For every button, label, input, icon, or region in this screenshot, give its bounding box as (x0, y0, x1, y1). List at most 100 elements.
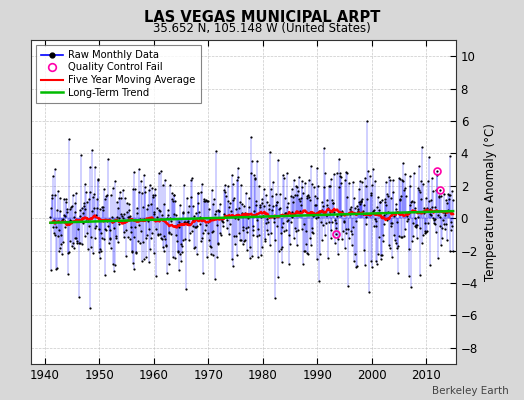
Point (370, 216, 379, 222)
Point (311, 202, 319, 208)
Point (311, 193, 319, 200)
Point (373, 204, 381, 210)
Point (288, 214, 297, 220)
Point (114, 215, 123, 221)
Point (443, 200, 452, 206)
Point (368, 182, 376, 188)
Point (436, 223, 444, 229)
Point (382, 210, 390, 216)
Point (102, 193, 110, 200)
Point (446, 248, 455, 254)
Point (409, 170, 418, 177)
Point (285, 232, 293, 238)
Point (159, 248, 168, 254)
Point (233, 251, 241, 258)
Point (420, 220, 429, 226)
Point (347, 228, 355, 235)
Point (336, 174, 345, 180)
Point (302, 228, 310, 234)
Point (315, 208, 323, 215)
Point (215, 208, 223, 214)
Point (318, 207, 326, 214)
Point (121, 217, 129, 224)
Point (360, 202, 368, 209)
Point (384, 193, 392, 199)
Point (362, 221, 370, 227)
Point (101, 225, 110, 232)
Point (302, 193, 311, 200)
Point (379, 211, 388, 218)
Point (308, 225, 316, 231)
Point (137, 228, 145, 234)
Point (301, 241, 310, 247)
Point (323, 202, 331, 208)
Point (449, 196, 457, 203)
Point (52, 266, 60, 272)
Point (439, 217, 447, 224)
Point (155, 207, 163, 214)
Point (336, 173, 344, 180)
Point (185, 203, 193, 209)
Point (111, 178, 119, 184)
Point (133, 205, 141, 212)
Point (56, 245, 64, 252)
Point (365, 210, 374, 217)
Point (328, 227, 336, 233)
Point (60, 196, 68, 202)
Point (208, 228, 216, 235)
Point (97, 235, 106, 241)
Point (181, 236, 190, 242)
Point (234, 174, 242, 180)
Point (172, 211, 180, 218)
Point (52, 207, 61, 213)
Point (144, 218, 152, 225)
Point (171, 232, 180, 238)
Point (267, 186, 275, 192)
Point (308, 181, 316, 187)
Point (144, 202, 152, 208)
Point (351, 251, 359, 258)
Point (210, 196, 218, 202)
Point (54, 232, 62, 239)
Point (313, 256, 321, 262)
Point (61, 218, 69, 224)
Point (276, 191, 285, 198)
Point (407, 199, 415, 205)
Point (115, 195, 124, 201)
Point (334, 184, 343, 190)
Point (160, 201, 168, 208)
Point (304, 192, 312, 198)
Point (258, 196, 267, 202)
Point (368, 264, 377, 270)
Point (319, 222, 327, 228)
Point (278, 259, 287, 265)
Point (345, 180, 353, 186)
Point (359, 247, 368, 254)
Point (147, 201, 155, 208)
Point (309, 213, 317, 220)
Point (227, 256, 236, 262)
Point (320, 184, 329, 190)
Point (63, 208, 71, 215)
Point (260, 236, 269, 242)
Point (99, 204, 107, 210)
Point (83, 218, 92, 224)
Point (421, 230, 429, 236)
Point (217, 218, 226, 224)
Point (138, 238, 147, 245)
Point (396, 176, 404, 182)
Point (194, 190, 202, 196)
Point (307, 242, 315, 248)
Point (235, 205, 243, 212)
Point (320, 145, 328, 151)
Point (92, 212, 101, 218)
Point (372, 258, 380, 264)
Point (148, 230, 156, 236)
Point (147, 235, 156, 242)
Point (445, 196, 453, 202)
Point (438, 224, 446, 231)
Point (123, 208, 131, 215)
Point (145, 259, 153, 266)
Point (342, 226, 351, 232)
Point (190, 213, 199, 219)
